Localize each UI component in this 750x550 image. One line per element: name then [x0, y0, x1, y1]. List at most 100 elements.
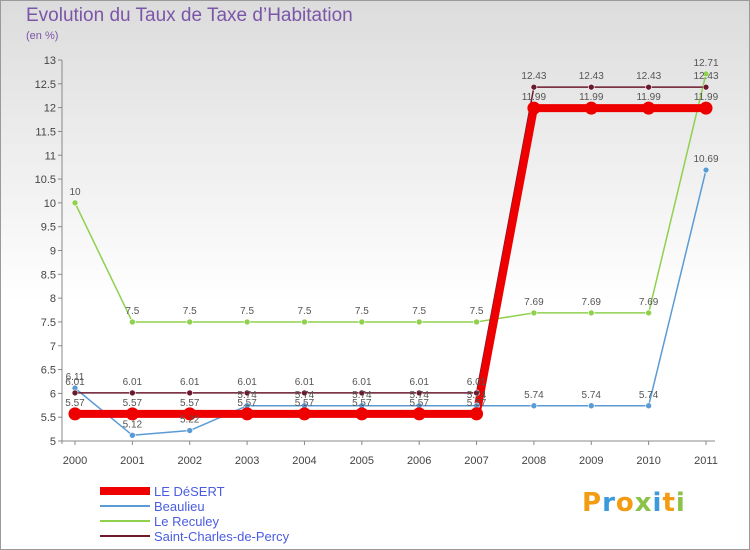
data-point	[358, 318, 366, 326]
data-label: 11.99	[694, 92, 719, 103]
data-label: 5.12	[123, 419, 143, 430]
logo-letter: x	[634, 488, 653, 518]
data-label: 7.5	[470, 306, 484, 317]
data-point	[358, 389, 366, 397]
y-tick-label: 11.5	[35, 126, 56, 138]
data-point	[530, 83, 538, 91]
data-label: 12.71	[693, 58, 718, 69]
x-tick-label: 2009	[579, 455, 603, 467]
x-tick-label: 2000	[63, 455, 87, 467]
data-point	[243, 389, 251, 397]
data-label: 5.74	[467, 390, 487, 401]
logo-letter: t	[662, 488, 676, 518]
data-point	[129, 389, 136, 397]
x-tick-label: 2005	[350, 455, 374, 467]
data-point	[415, 389, 423, 397]
series-line	[74, 73, 707, 323]
data-labels: 10 7.5 7.5 7.5 7.5 7.5 7.5 7.5 7.69 7.69 7.69 12.71…	[65, 58, 719, 430]
series-line	[74, 86, 707, 394]
data-point	[473, 389, 480, 397]
data-point	[702, 166, 710, 174]
data-label: 6.01	[180, 377, 200, 388]
chart-subtitle: (en %)	[26, 30, 59, 42]
logo-letter: P	[582, 488, 603, 518]
data-label: 5.22	[180, 415, 200, 426]
legend-swatch	[100, 505, 150, 507]
legend-label: LE DéSERT	[154, 484, 225, 499]
data-label: 6.11	[66, 372, 85, 383]
data-point	[412, 407, 426, 421]
data-point	[186, 427, 194, 434]
data-point	[527, 101, 541, 115]
data-label: 5.74	[582, 390, 602, 401]
legend-label: Le Reculey	[154, 514, 220, 529]
data-label: 5.57	[409, 398, 429, 409]
data-point	[240, 407, 254, 421]
data-label: 5.57	[123, 398, 143, 409]
x-tick-label: 2001	[120, 455, 144, 467]
data-label: 6.01	[65, 377, 85, 388]
data-point	[584, 101, 598, 115]
data-label: 12.43	[693, 71, 718, 82]
data-label: 10.69	[693, 154, 718, 165]
x-tick-label: 2007	[464, 455, 488, 467]
data-label: 5.74	[409, 390, 429, 401]
data-label: 5.57	[295, 398, 315, 409]
y-tick-label: 10.5	[35, 174, 56, 186]
data-label: 5.74	[524, 390, 544, 401]
data-label: 12.43	[636, 71, 661, 82]
legend-swatch	[100, 487, 150, 495]
legend-label: Beaulieu	[154, 499, 205, 514]
data-point	[355, 407, 369, 421]
data-point	[702, 83, 710, 91]
data-label: 5.57	[352, 398, 372, 409]
data-label: 7.5	[412, 306, 426, 317]
series-points	[68, 70, 713, 439]
y-tick-label: 7.5	[41, 317, 56, 329]
y-tick-label: 12.5	[35, 79, 56, 91]
series-lines	[71, 73, 710, 437]
data-label: 5.74	[295, 390, 315, 401]
data-point	[186, 318, 194, 326]
data-label: 7.5	[298, 306, 312, 317]
data-label: 11.99	[579, 92, 604, 103]
data-label: 6.01	[467, 377, 487, 388]
data-point	[645, 83, 652, 91]
data-label: 5.74	[639, 390, 659, 401]
y-tick-label: 5.5	[41, 412, 56, 424]
logo-letter: i	[675, 488, 686, 518]
data-label: 7.5	[183, 306, 197, 317]
data-point	[186, 389, 194, 397]
proxiti-logo: Proxiti	[582, 488, 686, 518]
data-point	[587, 83, 595, 91]
data-label: 5.57	[467, 398, 487, 409]
data-label: 5.74	[237, 390, 257, 401]
data-point	[642, 101, 656, 115]
data-label: 7.69	[639, 297, 659, 308]
data-label: 5.57	[237, 398, 257, 409]
data-label: 6.01	[409, 377, 429, 388]
data-label: 11.99	[522, 92, 547, 103]
data-label: 5.74	[352, 390, 372, 401]
data-point	[183, 407, 197, 421]
series-line	[74, 169, 707, 437]
data-label: 5.57	[180, 398, 200, 409]
data-label: 6.01	[352, 377, 372, 388]
x-tick-label: 2011	[694, 455, 718, 467]
y-tick-label: 10	[44, 198, 56, 210]
x-tick-label: 2006	[407, 455, 431, 467]
data-point	[71, 199, 79, 207]
chart-axes: 5 5.5 6 6.5 7 7.5 8 8.5 9 9.5 10 10.5 11 11.5 12 12.5 13…	[35, 55, 718, 467]
y-tick-label: 9.5	[41, 222, 56, 234]
x-tick-label: 2002	[177, 455, 201, 467]
data-label: 7.5	[355, 306, 369, 317]
data-label: 7.69	[524, 297, 544, 308]
data-point	[473, 318, 480, 326]
data-point	[129, 431, 136, 439]
data-point	[699, 101, 713, 115]
data-point	[530, 402, 538, 410]
data-point	[71, 389, 79, 397]
y-tick-label: 6.5	[41, 365, 56, 377]
